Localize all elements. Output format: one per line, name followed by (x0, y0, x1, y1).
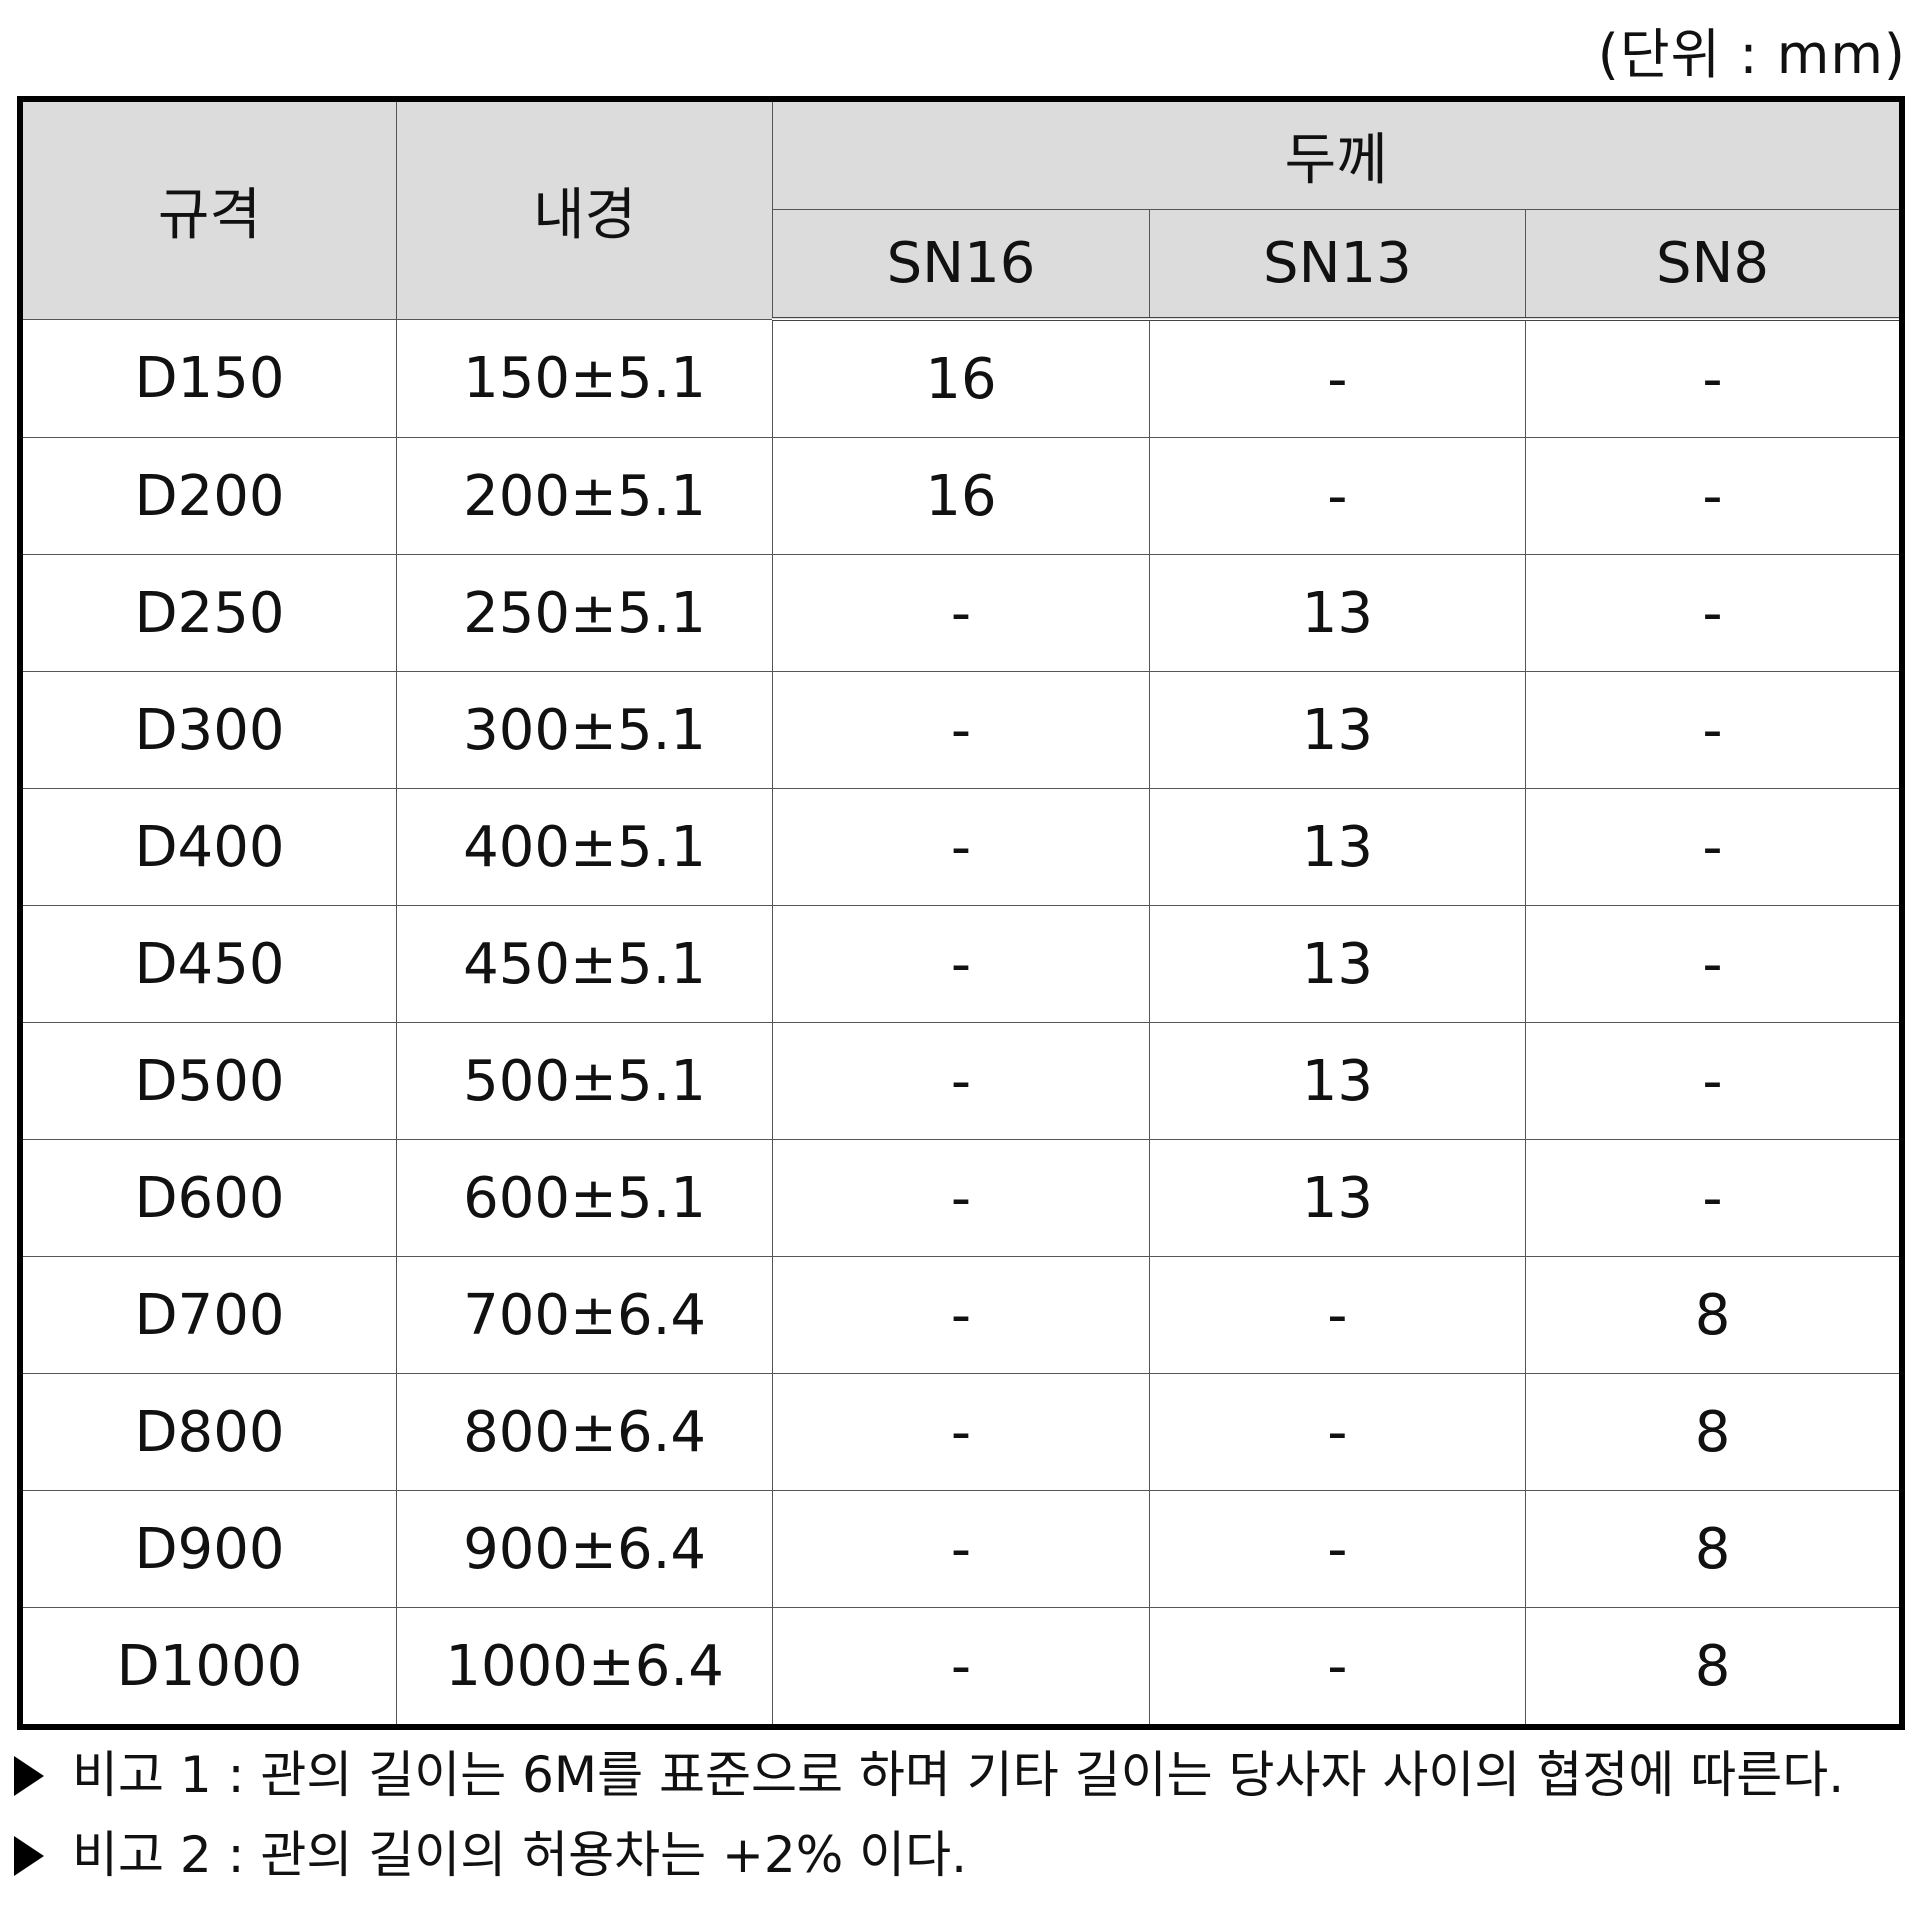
cell-inner-diameter: 300±5.1 (395, 671, 774, 789)
cell-sn16: - (772, 905, 1150, 1023)
cell-spec: D700 (19, 1256, 397, 1374)
cell-sn13: - (1148, 1373, 1527, 1491)
cell-sn16: - (772, 554, 1150, 672)
triangle-bullet-icon (14, 1836, 44, 1876)
cell-spec: D1000 (19, 1607, 397, 1728)
cell-sn13: 13 (1148, 1139, 1527, 1257)
cell-inner-diameter: 450±5.1 (395, 905, 774, 1023)
header-sn13: SN13 (1148, 209, 1527, 321)
header-sn8: SN8 (1525, 209, 1903, 321)
cell-sn16: - (772, 1139, 1150, 1257)
table-row: D500 500±5.1-13- (19, 1022, 1903, 1140)
cell-spec: D900 (19, 1490, 397, 1608)
cell-sn8: - (1525, 437, 1903, 555)
cell-sn8: - (1525, 905, 1903, 1023)
cell-sn16: - (772, 788, 1150, 906)
cell-sn13: 13 (1148, 905, 1527, 1023)
cell-spec: D800 (19, 1373, 397, 1491)
cell-sn13: - (1148, 437, 1527, 555)
cell-sn8: 8 (1525, 1256, 1903, 1374)
note-2: 비고 2 : 관의 길이의 허용차는 +2% 이다. (14, 1815, 1844, 1895)
table-row: D250 250±5.1-13- (19, 554, 1903, 672)
cell-sn13: - (1148, 1607, 1527, 1728)
cell-sn8: 8 (1525, 1373, 1903, 1491)
cell-sn16: 16 (772, 318, 1150, 438)
cell-sn13: - (1148, 318, 1527, 438)
note-text: 비고 2 : 관의 길이의 허용차는 +2% 이다. (72, 1826, 968, 1884)
header-spec: 규격 (19, 98, 397, 320)
cell-inner-diameter: 1000±6.4 (395, 1607, 774, 1728)
cell-sn8: - (1525, 1139, 1903, 1257)
cell-sn8: 8 (1525, 1607, 1903, 1728)
spec-table: 규격 내경 두께 SN16 SN13 SN8 D150 150±5.1 16- - D2… (17, 96, 1905, 1730)
cell-spec: D300 (19, 671, 397, 789)
triangle-bullet-icon (14, 1756, 44, 1796)
table-row: D400 400±5.1-13- (19, 788, 1903, 906)
cell-sn13: 13 (1148, 671, 1527, 789)
header-sn16: SN16 (772, 209, 1150, 321)
cell-spec: D450 (19, 905, 397, 1023)
table-row: D800 800±6.4- -8 (19, 1373, 1903, 1491)
notes: 비고 1 : 관의 길이는 6M를 표준으로 하며 기타 길이는 당사자 사이의… (14, 1735, 1844, 1895)
cell-inner-diameter: 600±5.1 (395, 1139, 774, 1257)
cell-spec: D200 (19, 437, 397, 555)
cell-sn8: - (1525, 1022, 1903, 1140)
note-text: 비고 1 : 관의 길이는 6M를 표준으로 하며 기타 길이는 당사자 사이의… (72, 1746, 1845, 1804)
cell-spec: D150 (19, 318, 397, 438)
cell-sn16: - (772, 1022, 1150, 1140)
cell-spec: D500 (19, 1022, 397, 1140)
cell-sn16: - (772, 1256, 1150, 1374)
cell-inner-diameter: 700±6.4 (395, 1256, 774, 1374)
table-row: D200 200±5.1 16- - (19, 437, 1903, 555)
cell-sn16: 16 (772, 437, 1150, 555)
cell-sn13: - (1148, 1490, 1527, 1608)
cell-inner-diameter: 900±6.4 (395, 1490, 774, 1608)
cell-spec: D600 (19, 1139, 397, 1257)
table-row: D1000 1000±6.4- -8 (19, 1607, 1903, 1728)
cell-inner-diameter: 150±5.1 (395, 318, 774, 438)
cell-inner-diameter: 200±5.1 (395, 437, 774, 555)
cell-sn8: - (1525, 788, 1903, 906)
cell-sn8: - (1525, 554, 1903, 672)
header-thickness: 두께 (772, 98, 1903, 210)
cell-sn16: - (772, 671, 1150, 789)
unit-label: (단위 : mm) (1597, 23, 1906, 86)
header-inner-diameter: 내경 (395, 98, 774, 320)
cell-sn13: - (1148, 1256, 1527, 1374)
cell-sn13: 13 (1148, 1022, 1527, 1140)
cell-sn13: 13 (1148, 788, 1527, 906)
cell-sn8: 8 (1525, 1490, 1903, 1608)
cell-sn16: - (772, 1373, 1150, 1491)
cell-inner-diameter: 500±5.1 (395, 1022, 774, 1140)
cell-sn8: - (1525, 318, 1903, 438)
cell-sn8: - (1525, 671, 1903, 789)
cell-sn16: - (772, 1607, 1150, 1728)
table-row: D150 150±5.1 16- - (19, 318, 1903, 438)
cell-spec: D400 (19, 788, 397, 906)
table-row: D900 900±6.4- -8 (19, 1490, 1903, 1608)
cell-spec: D250 (19, 554, 397, 672)
cell-sn16: - (772, 1490, 1150, 1608)
cell-inner-diameter: 800±6.4 (395, 1373, 774, 1491)
note-1: 비고 1 : 관의 길이는 6M를 표준으로 하며 기타 길이는 당사자 사이의… (14, 1735, 1844, 1815)
table-body: D150 150±5.1 16- - D200 200±5.1 16- - D250 250±5.… (19, 318, 1903, 1728)
table-row: D300 300±5.1-13- (19, 671, 1903, 789)
table-row: D700 700±6.4- -8 (19, 1256, 1903, 1374)
cell-inner-diameter: 400±5.1 (395, 788, 774, 906)
table-row: D450 450±5.1-13- (19, 905, 1903, 1023)
cell-inner-diameter: 250±5.1 (395, 554, 774, 672)
cell-sn13: 13 (1148, 554, 1527, 672)
table-row: D600 600±5.1-13- (19, 1139, 1903, 1257)
